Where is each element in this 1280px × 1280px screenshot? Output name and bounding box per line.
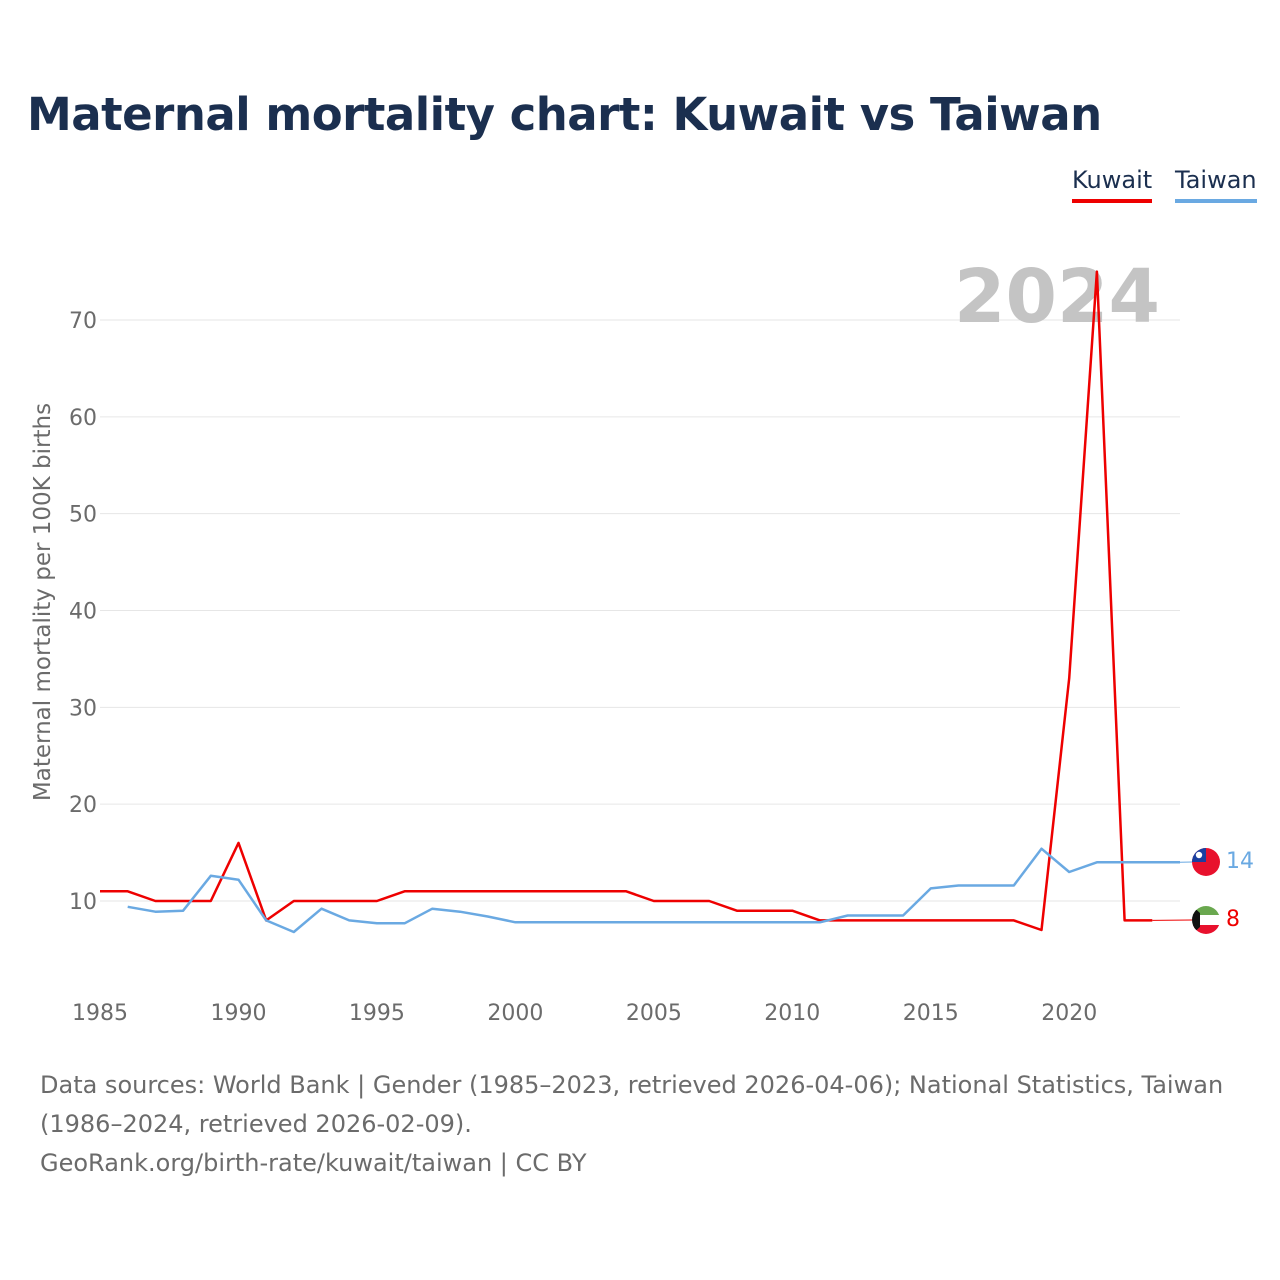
gridlines: [100, 319, 1180, 902]
footer: Data sources: World Bank | Gender (1985–…: [40, 1066, 1240, 1183]
y-tick-label: 30: [69, 696, 97, 721]
end-markers: 14 8: [1192, 848, 1254, 934]
x-tick-label: 2000: [487, 1001, 543, 1026]
footer-credit[interactable]: GeoRank.org/birth-rate/kuwait/taiwan | C…: [40, 1149, 587, 1177]
y-tick-label: 60: [69, 406, 97, 431]
y-tick-label: 50: [69, 503, 97, 528]
x-tick-label: 1990: [210, 1001, 266, 1026]
y-tick-label: 70: [69, 309, 97, 334]
x-tick-label: 1985: [72, 1001, 128, 1026]
year-watermark: 2024: [954, 254, 1160, 340]
kuwait-flag-icon: [1192, 906, 1220, 934]
legend-item-taiwan[interactable]: Taiwan: [1175, 166, 1257, 203]
x-tick-label: 1995: [349, 1001, 405, 1026]
kuwait-end-value: 8: [1226, 907, 1240, 932]
x-tick-label: 2015: [903, 1001, 959, 1026]
taiwan-end-value: 14: [1226, 849, 1254, 874]
y-tick-label: 20: [69, 793, 97, 818]
series-lines: [100, 270, 1193, 934]
legend-item-kuwait[interactable]: Kuwait: [1072, 166, 1153, 203]
x-tick-label: 2005: [626, 1001, 682, 1026]
x-tick-label: 2010: [764, 1001, 820, 1026]
x-axis-ticks: 1985 1990 1995 2000 2005 2010 2015 2020: [72, 1001, 1097, 1026]
chart-title: Maternal mortality chart: Kuwait vs Taiw…: [27, 88, 1102, 141]
series-line-taiwan: [127, 847, 1180, 934]
series-line-kuwait: [100, 270, 1153, 932]
x-tick-label: 2020: [1041, 1001, 1097, 1026]
chart: 2024 10 20 30 40 50 60 70 1985 1990 1995 2000 2005…: [30, 254, 1254, 1026]
y-tick-label: 40: [69, 600, 97, 625]
y-axis-ticks: 10 20 30 40 50 60 70: [69, 309, 97, 915]
footer-sources-line-1: Data sources: World Bank | Gender (1985–…: [40, 1071, 1224, 1099]
y-tick-label: 10: [69, 890, 97, 915]
footer-sources-line-2: (1986–2024, retrieved 2026-02-09).: [40, 1110, 472, 1138]
y-axis-label: Maternal mortality per 100K births: [30, 403, 56, 801]
taiwan-flag-icon: [1192, 848, 1220, 876]
